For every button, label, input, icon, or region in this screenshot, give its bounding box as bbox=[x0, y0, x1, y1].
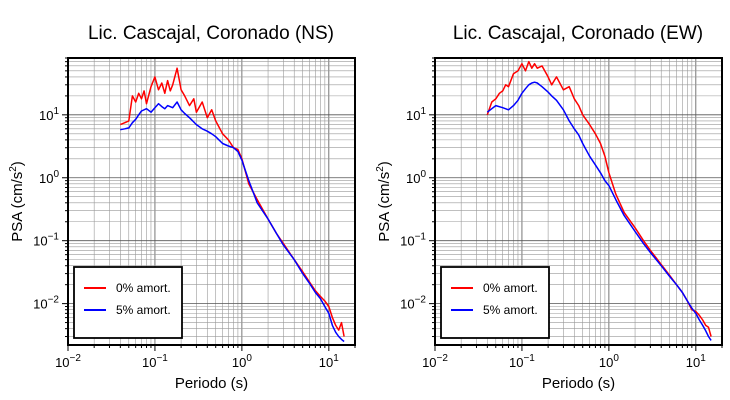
series-line-red bbox=[120, 67, 345, 337]
y-tick-label: 100 bbox=[39, 169, 59, 186]
legend: 0% amort. 5% amort. bbox=[73, 266, 183, 339]
y-tick-label: 100 bbox=[406, 169, 426, 186]
legend-label: 5% amort. bbox=[116, 303, 171, 317]
y-tick-label: 10−2 bbox=[33, 295, 59, 312]
y-axis-label: PSA (cm/s2) bbox=[8, 161, 26, 242]
legend-label: 0% amort. bbox=[483, 281, 538, 295]
legend-label: 5% amort. bbox=[483, 303, 538, 317]
y-tick-label: 10−2 bbox=[400, 295, 426, 312]
series-line-blue bbox=[120, 101, 345, 343]
y-tick-label: 101 bbox=[39, 106, 59, 123]
x-tick-label: 10−2 bbox=[422, 353, 448, 370]
x-tick-label: 101 bbox=[686, 353, 706, 370]
legend: 0% amort. 5% amort. bbox=[440, 266, 550, 339]
x-tick-label: 101 bbox=[319, 353, 339, 370]
y-tick-label: 10−1 bbox=[400, 232, 426, 249]
grid bbox=[67, 57, 356, 345]
x-tick-label: 10−2 bbox=[55, 353, 81, 370]
series-line-blue bbox=[486, 81, 712, 341]
y-tick-label: 10−1 bbox=[33, 232, 59, 249]
legend-box bbox=[73, 266, 183, 339]
plot-frame bbox=[434, 57, 723, 346]
x-axis-label: Periodo (s) bbox=[542, 375, 615, 392]
legend-box bbox=[440, 266, 550, 339]
chart-title: Lic. Cascajal, Coronado (EW) bbox=[453, 23, 703, 44]
x-axis-label: Periodo (s) bbox=[175, 375, 248, 392]
y-axis-label: PSA (cm/s2) bbox=[375, 161, 393, 242]
x-tick-label: 10−1 bbox=[142, 353, 168, 370]
x-tick-label: 100 bbox=[599, 353, 619, 370]
legend-label: 0% amort. bbox=[116, 281, 171, 295]
axis-ticks bbox=[429, 57, 723, 351]
chart-panel-2: 10−2 10−1 100 101 10−2 10−1 100 101 Lic. Cascaja… bbox=[375, 23, 723, 392]
axis-ticks bbox=[62, 57, 356, 351]
chart-panel-1: 10−2 10−1 100 101 10−2 10−1 100 101 Lic. Cascaja… bbox=[8, 23, 356, 392]
x-tick-label: 100 bbox=[232, 353, 252, 370]
chart-title: Lic. Cascajal, Coronado (NS) bbox=[88, 23, 334, 44]
plot-frame bbox=[67, 57, 356, 346]
y-tick-label: 101 bbox=[406, 106, 426, 123]
x-tick-label: 10−1 bbox=[509, 353, 535, 370]
